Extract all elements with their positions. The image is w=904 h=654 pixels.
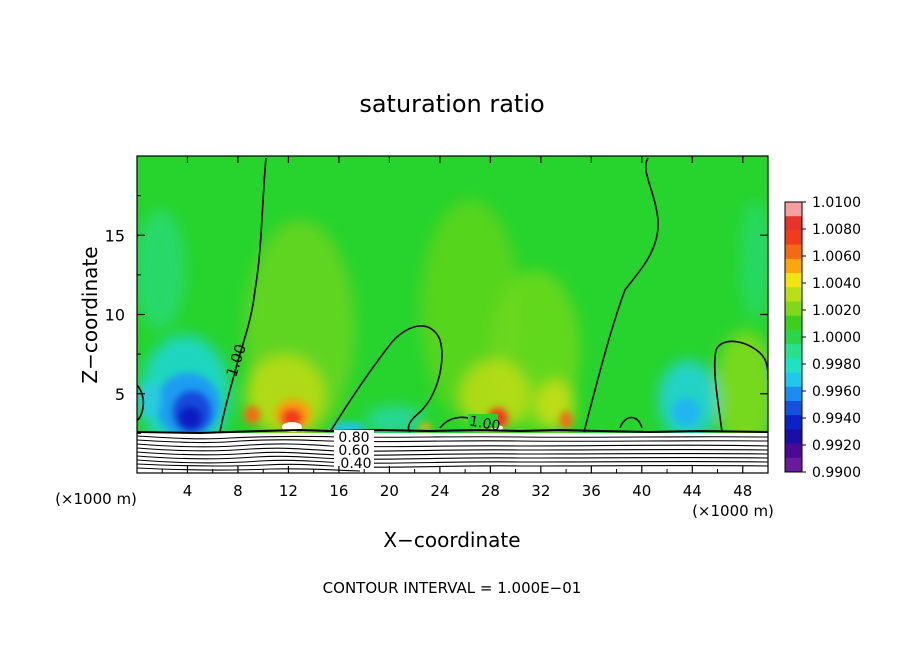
- contour-1.00-right: [583, 157, 659, 433]
- x-tick-label: 12: [279, 482, 298, 500]
- colorbar-swatch: [785, 372, 802, 388]
- colorbar-label: 1.0060: [812, 249, 861, 265]
- colorbar-swatch: [785, 216, 802, 231]
- contour-label: 0.80: [338, 430, 369, 446]
- x-tick-label: 24: [430, 482, 449, 500]
- y-axis-label: Z−coordinate: [78, 246, 102, 383]
- colorbar-label: 0.9960: [812, 384, 861, 400]
- colorbar-label: 1.0040: [812, 276, 861, 292]
- colorbar-swatch: [785, 230, 802, 246]
- colorbar-swatch: [785, 287, 802, 302]
- colorbar-label: 0.9980: [812, 357, 861, 373]
- colorbar-swatch: [785, 258, 802, 274]
- y-tick-label: 5: [115, 385, 125, 404]
- contour-1.00-mid: [329, 325, 443, 433]
- x-unit-right: (×1000 m): [692, 502, 774, 520]
- field-shading-detail: [138, 373, 700, 437]
- x-tick-label: 36: [582, 482, 601, 500]
- x-tick-label: 4: [183, 482, 193, 500]
- colorbar-swatch: [785, 457, 802, 473]
- contour-1.00-left: [219, 157, 267, 433]
- colorbar: 1.0100 1.0080 1.0060 1.0040 1.0020 1.0000 0.99…: [784, 195, 861, 481]
- terrain-layer: [137, 433, 768, 473]
- colorbar-swatch: [785, 244, 802, 260]
- colorbar-swatch: [785, 415, 802, 430]
- contour-interval-footer: CONTOUR INTERVAL = 1.000E−01: [323, 579, 582, 597]
- contour-label: 1.00: [468, 413, 501, 434]
- colorbar-swatch: [785, 358, 802, 373]
- x-tick-label: 8: [233, 482, 243, 500]
- chart-title: saturation ratio: [359, 90, 544, 118]
- x-tick-label: 20: [380, 482, 399, 500]
- colorbar-swatch: [785, 273, 802, 288]
- colorbar-label: 1.0080: [812, 222, 861, 238]
- contour-label: 0.60: [338, 443, 369, 459]
- contour-labels: 1.00 1.00 0.80 0.60 0.40: [223, 342, 502, 472]
- colorbar-label: 0.9920: [812, 438, 861, 454]
- contour-1.00-edge: [137, 384, 145, 421]
- colorbar-swatch: [785, 400, 802, 416]
- x-axis-label: X−coordinate: [383, 528, 520, 552]
- colorbar-swatch: [785, 344, 802, 359]
- y-axis: 5 10 15: [105, 195, 768, 434]
- x-axis: 4 8 12 16 20 24 28 32 36 40 44 48: [161, 156, 752, 500]
- colorbar-label: 0.9940: [812, 411, 861, 427]
- x-tick-label: 32: [531, 482, 550, 500]
- x-tick-label: 28: [481, 482, 500, 500]
- plot-area: [137, 156, 768, 473]
- colorbar-label: 0.9900: [812, 465, 861, 481]
- colorbar-swatch: [785, 443, 802, 459]
- y-tick-label: 15: [105, 226, 125, 245]
- x-unit-left: (×1000 m): [55, 490, 137, 508]
- colorbar-label: 1.0100: [812, 195, 861, 211]
- colorbar-swatch: [785, 202, 802, 217]
- contour-label: 0.40: [340, 456, 371, 472]
- colorbar-label: 1.0020: [812, 303, 861, 319]
- colorbar-swatch: [785, 386, 802, 402]
- x-tick-label: 16: [329, 482, 348, 500]
- y-tick-label: 10: [105, 306, 125, 325]
- x-tick-label: 40: [632, 482, 651, 500]
- x-tick-label: 48: [733, 482, 752, 500]
- colorbar-swatch: [785, 329, 802, 345]
- colorbar-swatch: [785, 315, 802, 331]
- terrain-top: [137, 428, 768, 435]
- colorbar-swatch: [785, 301, 802, 317]
- colorbar-swatch: [785, 429, 802, 444]
- contour-1.00-far-right: [713, 340, 768, 433]
- terrain-contours: [137, 435, 768, 472]
- x-tick-label: 44: [683, 482, 702, 500]
- colorbar-label: 1.0000: [812, 330, 861, 346]
